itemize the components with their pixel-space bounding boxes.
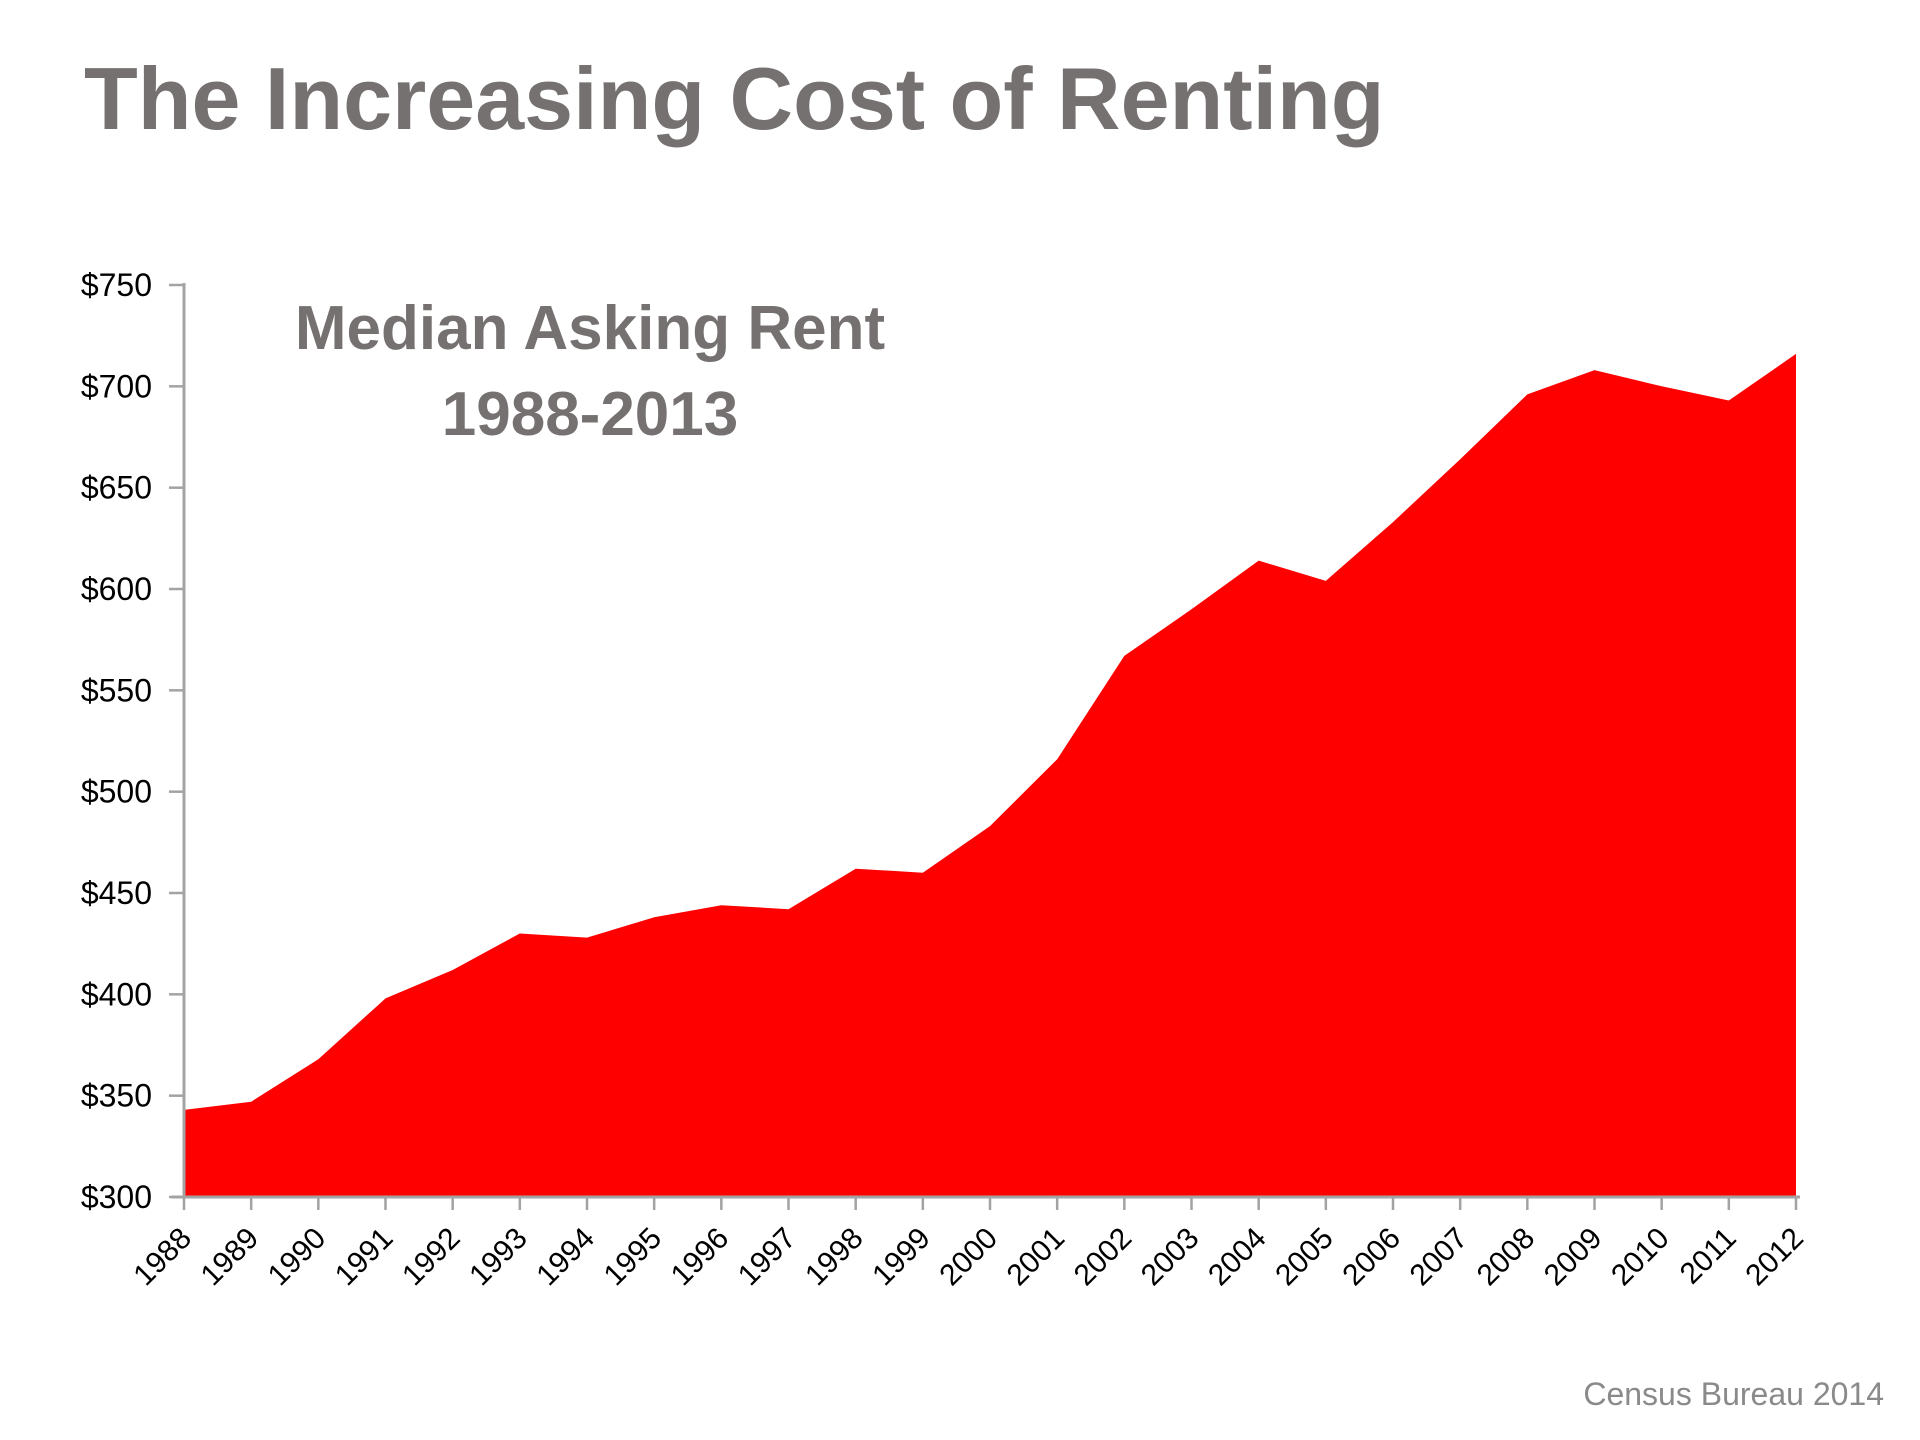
x-axis-label: 2006 <box>1336 1222 1407 1293</box>
y-axis-label: $400 <box>81 976 152 1012</box>
x-axis-label: 1989 <box>195 1222 266 1293</box>
x-axis-label: 1993 <box>463 1222 534 1293</box>
chart-title-block: Median Asking Rent 1988-2013 <box>250 286 930 457</box>
x-axis-label: 1994 <box>530 1222 601 1293</box>
chart-title-years: 1988-2013 <box>441 379 739 449</box>
page-title: The Increasing Cost of Renting <box>84 49 1385 148</box>
x-axis-label: 2005 <box>1269 1222 1340 1293</box>
y-axis-label: $300 <box>81 1179 152 1215</box>
y-axis-label: $350 <box>81 1078 152 1114</box>
area-series <box>184 353 1796 1197</box>
x-axis-label: 1999 <box>866 1222 937 1293</box>
x-axis-label: 1992 <box>396 1222 467 1293</box>
x-axis-label: 1996 <box>665 1222 736 1293</box>
x-axis-label: 1998 <box>799 1222 870 1293</box>
x-axis-label: 2007 <box>1404 1222 1475 1293</box>
x-axis-label: 2011 <box>1674 1222 1743 1291</box>
y-axis-label: $700 <box>81 368 152 404</box>
x-axis-label: 2010 <box>1605 1222 1676 1293</box>
x-axis-label: 1991 <box>329 1222 400 1293</box>
y-axis-label: $450 <box>81 875 152 911</box>
x-axis-label: 2009 <box>1538 1222 1609 1293</box>
x-axis-label: 2001 <box>1001 1222 1072 1293</box>
x-axis-label: 1997 <box>732 1222 803 1293</box>
y-axis-label: $550 <box>81 672 152 708</box>
x-axis-label: 1990 <box>262 1222 333 1293</box>
x-axis-label: 2003 <box>1135 1222 1206 1293</box>
x-axis-label: 2000 <box>933 1222 1004 1293</box>
source-credit: Census Bureau 2014 <box>1583 1376 1884 1412</box>
x-axis-label: 2002 <box>1068 1222 1139 1293</box>
y-axis-label: $600 <box>81 571 152 607</box>
y-axis-label: $750 <box>81 267 152 303</box>
x-axis-label: 1988 <box>127 1222 198 1293</box>
x-axis-label: 2008 <box>1471 1222 1542 1293</box>
y-axis-label: $650 <box>81 470 152 506</box>
x-axis-label: 1995 <box>598 1222 669 1293</box>
y-axis-label: $500 <box>81 774 152 810</box>
x-axis-label: 2012 <box>1739 1222 1810 1293</box>
chart-title-text: Median Asking Rent <box>294 294 886 363</box>
x-axis-label: 2004 <box>1202 1222 1273 1293</box>
